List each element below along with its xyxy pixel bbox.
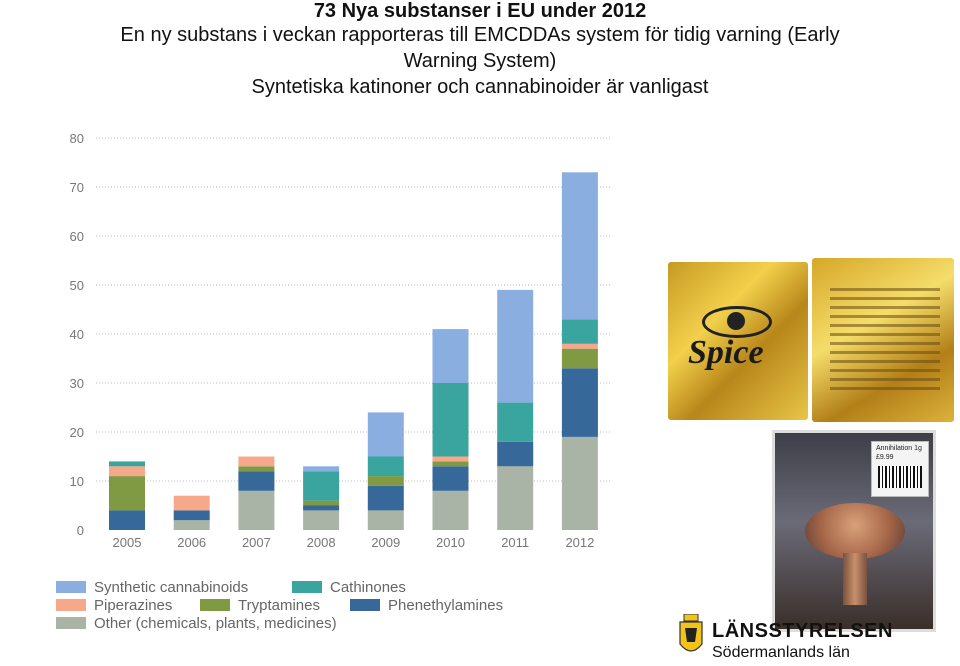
y-tick-label: 50 xyxy=(70,278,84,293)
package-text-lines xyxy=(830,288,940,396)
bar-segment xyxy=(497,466,534,530)
spice-package-text: Spice xyxy=(688,334,764,371)
bar-segment xyxy=(109,510,145,530)
bar-segment xyxy=(497,441,534,467)
chart-legend: Synthetic cannabinoids Cathinones Pipera… xyxy=(56,578,576,632)
bar-segment xyxy=(561,319,598,344)
bar-segment xyxy=(303,505,340,511)
legend-item-cathinones: Cathinones xyxy=(292,579,406,596)
bar-segment xyxy=(367,412,404,457)
y-tick-label: 40 xyxy=(70,327,84,342)
main-title: 73 Nya substanser i EU under 2012 xyxy=(313,0,647,22)
legend-row-3: Other (chemicals, plants, medicines) xyxy=(56,614,576,632)
legend-row-2: Piperazines Tryptamines Phenethylamines xyxy=(56,596,576,614)
eye-icon xyxy=(702,306,772,338)
x-tick-label: 2008 xyxy=(307,535,336,550)
y-tick-label: 20 xyxy=(70,425,84,440)
legend-label: Synthetic cannabinoids xyxy=(94,578,249,596)
x-tick-label: 2006 xyxy=(177,535,206,550)
bar-segment xyxy=(497,289,534,403)
annihilation-package-photo: Annihilation 1g £9.99 xyxy=(772,430,936,632)
x-tick-label: 2010 xyxy=(436,535,465,550)
lansstyrelsen-logo: LÄNSSTYRELSEN Södermanlands län xyxy=(676,612,960,664)
bar-segment xyxy=(303,466,340,472)
x-tick-label: 2012 xyxy=(565,535,594,550)
legend-item-tryptamines: Tryptamines xyxy=(200,597,350,614)
bar-segment xyxy=(367,476,404,486)
legend-swatch xyxy=(56,617,86,629)
legend-row-1: Synthetic cannabinoids Cathinones xyxy=(56,578,576,596)
bar-segment xyxy=(173,510,210,521)
subtitle-line-2: Warning System) xyxy=(403,50,557,72)
bar-segment xyxy=(367,485,404,511)
bar-segment xyxy=(109,461,145,467)
bar-segment xyxy=(432,456,469,462)
bar-segment xyxy=(109,466,145,477)
legend-label: Cathinones xyxy=(330,578,406,596)
y-tick-label: 70 xyxy=(70,180,84,195)
bar-segment xyxy=(238,471,275,491)
barcode-icon xyxy=(878,466,922,488)
y-tick-label: 60 xyxy=(70,229,84,244)
spice-package-back-photo xyxy=(812,258,954,422)
bar-segment xyxy=(497,402,534,442)
legend-swatch xyxy=(56,581,86,593)
bar-segment xyxy=(367,510,404,530)
legend-swatch xyxy=(56,599,86,611)
bar-segment xyxy=(432,466,469,491)
legend-swatch xyxy=(350,599,380,611)
subtitle-line-1: En ny substans i veckan rapporteras till… xyxy=(120,24,840,46)
logo-line-1: LÄNSSTYRELSEN xyxy=(712,620,893,642)
bar-segment xyxy=(561,348,598,369)
y-tick-label: 10 xyxy=(70,474,84,489)
bar-segment xyxy=(238,490,275,530)
bar-segment xyxy=(561,343,598,349)
y-tick-label: 0 xyxy=(77,523,84,538)
bar-segment xyxy=(303,471,340,501)
legend-item-phenethylamines: Phenethylamines xyxy=(350,597,503,614)
bar-segment xyxy=(432,461,469,467)
bar-segment xyxy=(303,500,340,506)
bar-segment xyxy=(432,490,469,530)
y-tick-label: 80 xyxy=(70,131,84,146)
x-tick-label: 2009 xyxy=(371,535,400,550)
bar-segment xyxy=(238,456,275,467)
spice-package-photo: Spice xyxy=(668,262,808,420)
bar-segment xyxy=(432,329,469,383)
logo-line-2: Södermanlands län xyxy=(712,644,850,661)
legend-label: Piperazines xyxy=(94,596,173,614)
legend-swatch xyxy=(292,581,322,593)
legend-label: Phenethylamines xyxy=(388,596,504,614)
x-tick-label: 2007 xyxy=(242,535,271,550)
bar-segment xyxy=(303,510,340,530)
bar-segment xyxy=(238,466,275,472)
bar-segment xyxy=(432,383,469,457)
mushroom-cloud-stem xyxy=(843,553,867,605)
bar-segment xyxy=(561,172,598,320)
legend-label: Tryptamines xyxy=(238,596,320,614)
legend-swatch xyxy=(200,599,230,611)
bar-segment xyxy=(173,520,210,530)
mushroom-cloud-image xyxy=(805,503,905,559)
bar-segment xyxy=(109,476,145,511)
price-label-name: Annihilation 1g xyxy=(876,445,922,452)
legend-item-other: Other (chemicals, plants, medicines) xyxy=(56,615,337,632)
bar-segment xyxy=(561,368,598,437)
x-tick-label: 2011 xyxy=(501,535,529,550)
subtitle-line-3: Syntetiska katinoner och cannabinoider ä… xyxy=(251,76,709,98)
legend-item-piperazines: Piperazines xyxy=(56,597,200,614)
legend-item-synthetic-cannabinoids: Synthetic cannabinoids xyxy=(56,579,292,596)
crest-icon xyxy=(679,614,703,652)
legend-label: Other (chemicals, plants, medicines) xyxy=(94,614,337,632)
price-label-price: £9.99 xyxy=(876,454,894,461)
x-tick-label: 2005 xyxy=(113,535,142,550)
y-tick-label: 30 xyxy=(70,376,84,391)
price-label: Annihilation 1g £9.99 xyxy=(871,441,929,497)
title-block: 73 Nya substanser i EU under 2012 En ny … xyxy=(0,0,960,100)
bar-segment xyxy=(561,436,598,530)
bar-segment xyxy=(367,456,404,477)
bar-segment xyxy=(173,495,210,511)
